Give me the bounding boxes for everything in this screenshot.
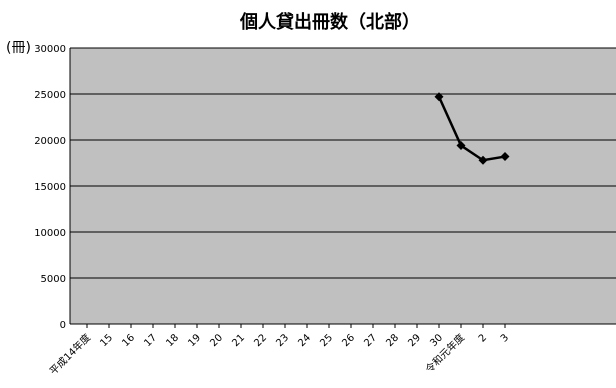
x-tick-label: 2	[477, 332, 489, 344]
axes	[69, 48, 616, 328]
x-tick-label: 21	[230, 332, 247, 349]
series-markers	[434, 92, 510, 165]
x-tick-label: 15	[98, 332, 115, 349]
y-tick-label: 0	[60, 320, 66, 331]
data-point-令和元年度	[456, 141, 466, 151]
data-point-3	[500, 152, 510, 162]
y-tick-label: 15000	[34, 182, 66, 193]
chart-title: 個人貸出冊数（北部）	[239, 11, 420, 33]
x-tick-label: 28	[384, 332, 401, 349]
series-lines	[437, 96, 506, 162]
x-tick-label: 27	[362, 332, 379, 349]
data-point-30	[434, 92, 444, 102]
x-tick-label: 平成14年度	[47, 331, 93, 377]
x-tick-label: 20	[208, 332, 225, 349]
y-tick-label: 25000	[34, 90, 66, 101]
y-tick-label: 5000	[41, 274, 66, 285]
y-axis-unit-label: (冊)	[6, 40, 31, 56]
x-tick-label: 16	[120, 332, 137, 349]
x-tick-label: 令和元年度	[423, 331, 468, 376]
y-tick-label: 10000	[34, 228, 66, 239]
x-tick-label: 3	[499, 332, 511, 344]
y-tick-label: 20000	[34, 136, 66, 147]
y-tick-labels: 0 5000 10000 15000 20000 25000 30000	[34, 44, 66, 331]
x-tick-label: 26	[340, 332, 357, 349]
x-tick-label: 22	[252, 332, 269, 349]
x-tick-label: 29	[406, 332, 423, 349]
x-tick-labels: 平成14年度 15 16 17 18 19 20 21 22 23 24 25 26 27 28 29 30令和…	[47, 331, 511, 377]
x-tick-label: 25	[318, 332, 335, 349]
x-tick-label: 30	[428, 332, 445, 349]
x-tick-label: 19	[186, 332, 203, 349]
x-tick-label: 24	[296, 332, 313, 349]
data-point-2	[478, 155, 488, 165]
chart-title-group: 個人貸出冊数（北部）	[239, 11, 420, 33]
x-tick-label: 18	[164, 332, 181, 349]
x-tick-label: 17	[142, 332, 159, 349]
series-line	[437, 96, 506, 162]
x-tick-label: 23	[274, 332, 291, 349]
y-tick-label: 30000	[34, 44, 66, 55]
